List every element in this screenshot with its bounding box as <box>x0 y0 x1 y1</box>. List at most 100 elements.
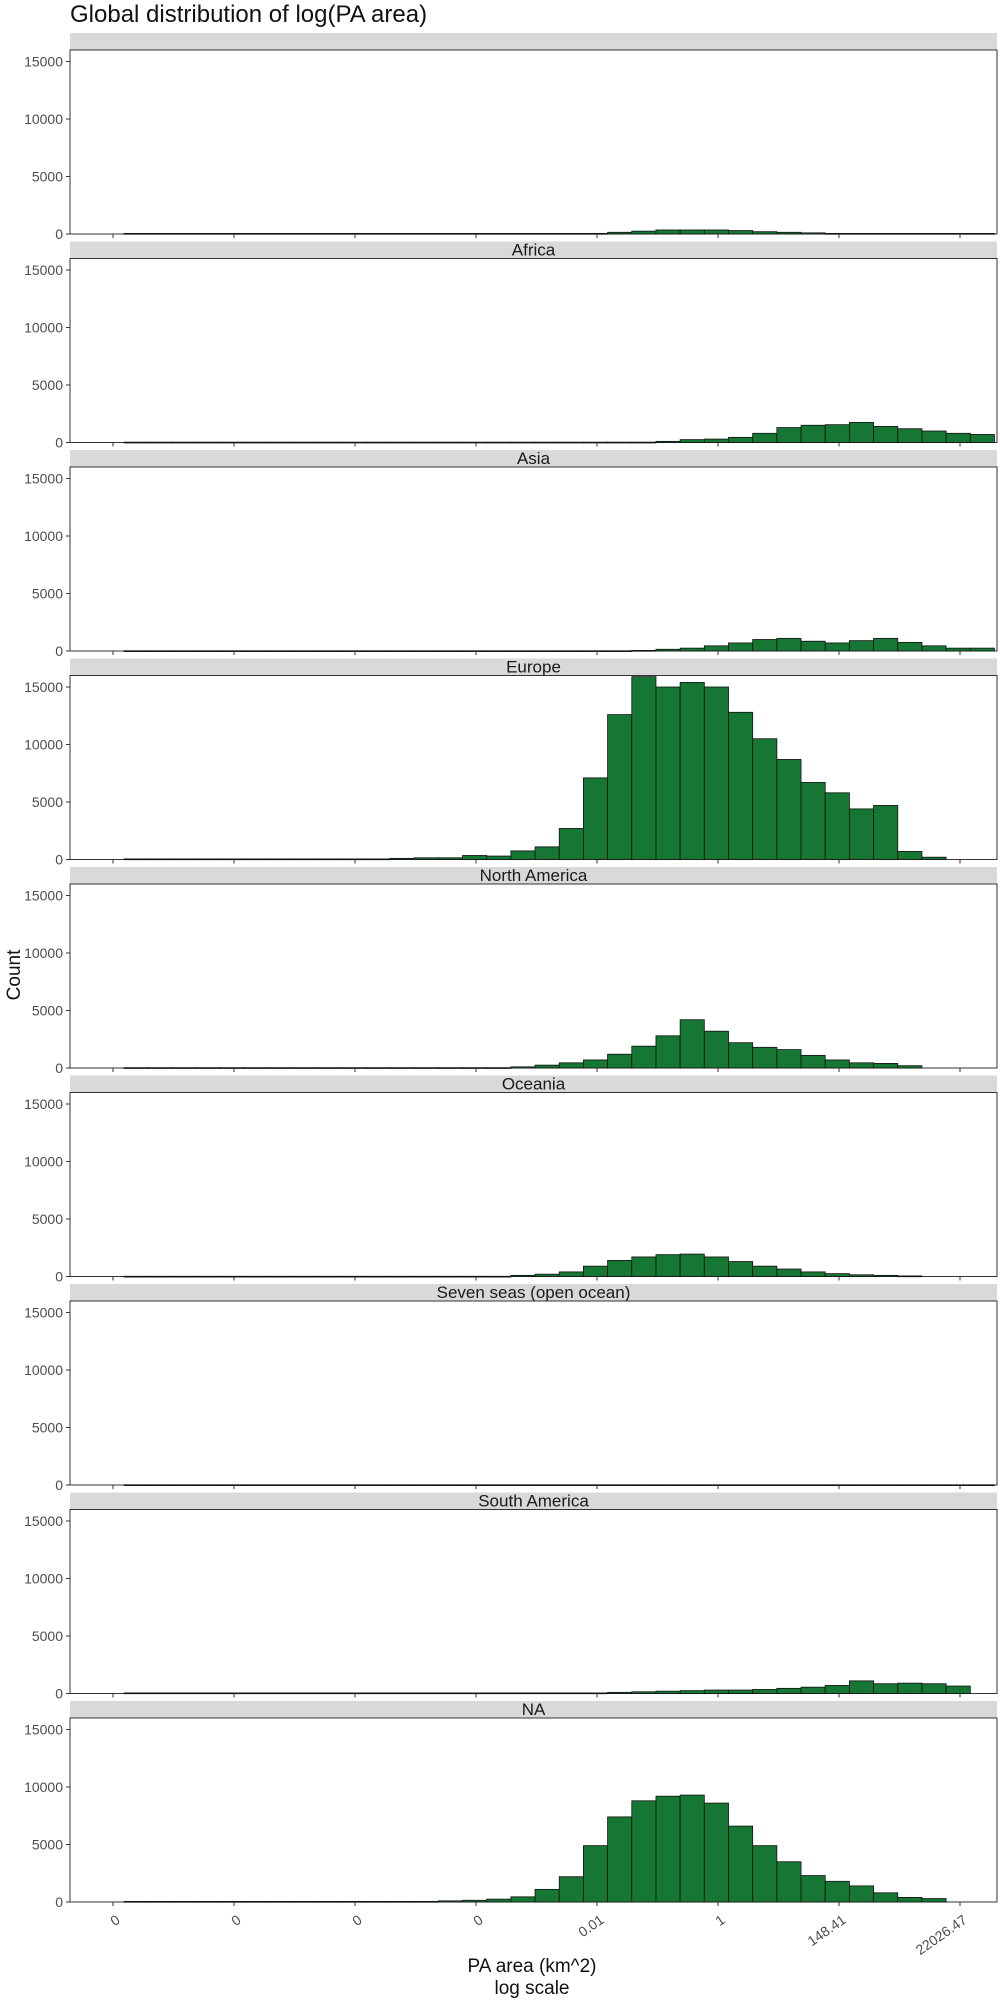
histogram-bar <box>824 1685 850 1694</box>
histogram-bar <box>824 1273 850 1277</box>
y-tick-label: 0 <box>55 226 63 242</box>
histogram-bar <box>583 441 608 444</box>
histogram-bar <box>220 1692 246 1695</box>
histogram-bar <box>268 441 294 444</box>
histogram-bar <box>244 1275 270 1278</box>
facet-panel: NA 0 5000 10000 15000 <box>24 1700 998 1910</box>
histogram-bar <box>776 1268 802 1277</box>
histogram-bar <box>341 1901 367 1903</box>
histogram-bar <box>752 231 778 235</box>
histogram-bar <box>510 1274 536 1277</box>
histogram-bar <box>776 1484 802 1486</box>
panel-frame <box>69 49 998 235</box>
y-tick-label: 10000 <box>24 528 63 544</box>
histogram-bar <box>486 855 512 860</box>
y-tick-label: 15000 <box>24 1513 63 1529</box>
histogram-bar <box>510 1066 536 1069</box>
facet-strip <box>70 1492 997 1510</box>
histogram-bar <box>752 738 778 860</box>
histogram-bar <box>510 850 536 860</box>
histogram-bar <box>607 650 633 652</box>
histogram-bar <box>703 1256 729 1277</box>
histogram-bar <box>317 650 343 652</box>
histogram-bar <box>220 1275 246 1278</box>
histogram-bar <box>171 1067 197 1069</box>
histogram-bar <box>171 1484 197 1486</box>
histogram-bar <box>365 650 391 652</box>
y-tick-label: 5000 <box>32 1211 63 1227</box>
histogram-bar <box>703 1802 729 1903</box>
histogram-bar <box>220 858 246 861</box>
histogram-bar <box>655 1254 681 1277</box>
histogram-bar <box>147 858 173 861</box>
histogram-bar <box>196 1901 222 1903</box>
histogram-bar <box>171 233 197 235</box>
histogram-bar <box>147 1484 173 1486</box>
histogram-bar <box>824 1484 850 1486</box>
histogram-bar <box>437 857 463 860</box>
histogram-bar <box>413 441 439 444</box>
histogram-bar <box>220 233 246 235</box>
histogram-bar <box>268 233 294 235</box>
histogram-bar <box>534 1064 560 1069</box>
histogram-bar <box>655 440 681 443</box>
histogram-bar <box>679 1484 705 1486</box>
histogram-bar <box>824 642 850 652</box>
histogram-bar <box>728 711 754 860</box>
histogram-bar <box>220 1067 246 1069</box>
histogram-bar <box>897 1065 923 1069</box>
x-tick-label: 0 <box>470 1911 486 1929</box>
histogram-bar <box>365 233 391 235</box>
facet-panel: South America 0 5000 10000 15000 <box>24 1492 998 1702</box>
histogram-bar <box>873 637 899 652</box>
histogram-bar <box>679 229 705 235</box>
histogram-bar <box>123 1484 149 1486</box>
histogram-bar <box>244 650 270 652</box>
histogram-bar <box>679 647 705 652</box>
histogram-bar <box>462 650 488 652</box>
histogram-bar <box>413 650 439 652</box>
histogram-bar <box>244 441 270 444</box>
histogram-bar <box>341 650 367 652</box>
histogram-bar <box>752 432 778 443</box>
histogram-bar <box>655 648 681 652</box>
histogram-bar <box>123 1275 149 1278</box>
histogram-bar <box>921 233 947 235</box>
histogram-bar <box>655 1484 681 1486</box>
histogram-bar <box>389 1692 415 1695</box>
histogram-bar <box>558 1484 584 1486</box>
histogram-bar <box>317 1275 343 1278</box>
histogram-bar <box>849 808 874 860</box>
histogram-bar <box>969 1484 995 1486</box>
histogram-bar <box>268 1901 294 1903</box>
histogram-bar <box>510 441 536 444</box>
x-axis-subtitle: log scale <box>495 1978 570 1999</box>
histogram-bar <box>171 1901 197 1903</box>
histogram-bar <box>171 1275 197 1278</box>
histogram-bar <box>365 441 391 444</box>
histogram-bar <box>341 1692 367 1695</box>
histogram-bar <box>268 1275 294 1278</box>
y-tick-label: 15000 <box>24 54 63 70</box>
histogram-bar <box>437 233 463 235</box>
x-tick-label: 22026.47 <box>913 1911 970 1958</box>
histogram-bar <box>607 1691 633 1694</box>
histogram-bar <box>558 1876 584 1903</box>
histogram-bar <box>873 1484 899 1486</box>
histogram-bar <box>171 441 197 444</box>
histogram-bar <box>292 1901 318 1903</box>
histogram-bar <box>921 856 947 860</box>
y-tick-label: 15000 <box>24 471 63 487</box>
histogram-bar <box>849 1680 874 1694</box>
histogram-bar <box>244 1067 270 1069</box>
histogram-bar <box>244 858 270 861</box>
histogram-bar <box>897 851 923 860</box>
histogram-bar <box>292 1275 318 1278</box>
histogram-bar <box>849 421 874 443</box>
histogram-bar <box>969 233 995 235</box>
histogram-bar <box>728 1042 754 1069</box>
histogram-bar <box>317 1901 343 1903</box>
histogram-bar <box>389 1275 415 1278</box>
histogram-bar <box>147 441 173 444</box>
y-tick-label: 15000 <box>24 262 63 278</box>
